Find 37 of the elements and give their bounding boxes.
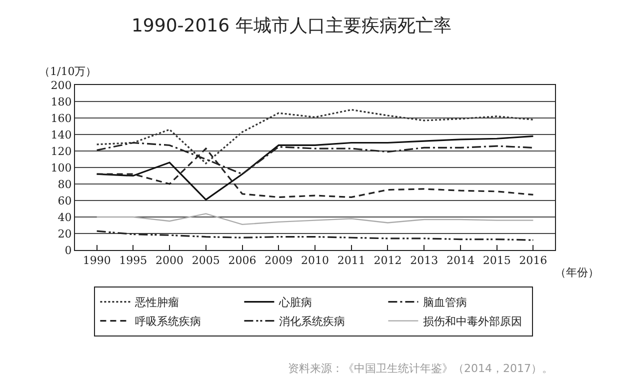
x-tick-label: 1990 bbox=[82, 254, 111, 268]
y-tick-label: 200 bbox=[50, 78, 72, 92]
x-tick-label: 2014 bbox=[446, 254, 474, 268]
x-tick-label: 2011 bbox=[337, 254, 366, 268]
y-tick-label: 0 bbox=[64, 244, 72, 257]
y-tick-label: 140 bbox=[50, 128, 72, 142]
y-tick-label: 80 bbox=[58, 178, 72, 191]
legend-label: 损伤和中毒外部原因 bbox=[423, 315, 522, 328]
y-axis-title: （1/10万） bbox=[39, 65, 97, 78]
x-tick-label: 1995 bbox=[119, 254, 148, 268]
y-tick-label: 120 bbox=[50, 144, 72, 158]
x-tick-label: 2006 bbox=[228, 254, 256, 268]
legend-label: 消化系统疾病 bbox=[279, 315, 346, 328]
text: 资料来源：《中国卫生统计年鉴》（2014，2017）。 bbox=[288, 362, 553, 375]
legend-label: 脑血管病 bbox=[423, 296, 468, 310]
x-axis-title: （年份） bbox=[555, 266, 599, 279]
legend-label: 恶性肿瘤 bbox=[134, 296, 180, 310]
legend-label: 呼吸系统疾病 bbox=[135, 315, 202, 328]
x-tick-label: 2016 bbox=[519, 254, 548, 268]
x-tick-label: 2010 bbox=[301, 254, 329, 268]
chart-title: 1990-2016 年城市人口主要疾病死亡率 bbox=[131, 16, 452, 36]
legend-label: 心脏病 bbox=[278, 296, 312, 310]
y-tick-label: 180 bbox=[50, 95, 72, 108]
line-series bbox=[96, 108, 534, 164]
x-tick-label: 2000 bbox=[156, 254, 184, 268]
y-tick-label: 100 bbox=[50, 161, 72, 174]
y-tick-label: 20 bbox=[58, 227, 72, 240]
x-tick-label: 2013 bbox=[410, 254, 438, 268]
x-tick-label: 2012 bbox=[374, 254, 402, 268]
y-tick-label: 60 bbox=[58, 194, 72, 208]
line-series bbox=[96, 230, 534, 241]
x-tick-label: 2009 bbox=[264, 254, 293, 268]
y-tick-label: 40 bbox=[58, 210, 72, 224]
x-tick-label: 2005 bbox=[192, 254, 220, 268]
x-tick-label: 2015 bbox=[482, 254, 511, 268]
y-tick-label: 160 bbox=[50, 112, 72, 125]
line-series bbox=[96, 213, 534, 226]
